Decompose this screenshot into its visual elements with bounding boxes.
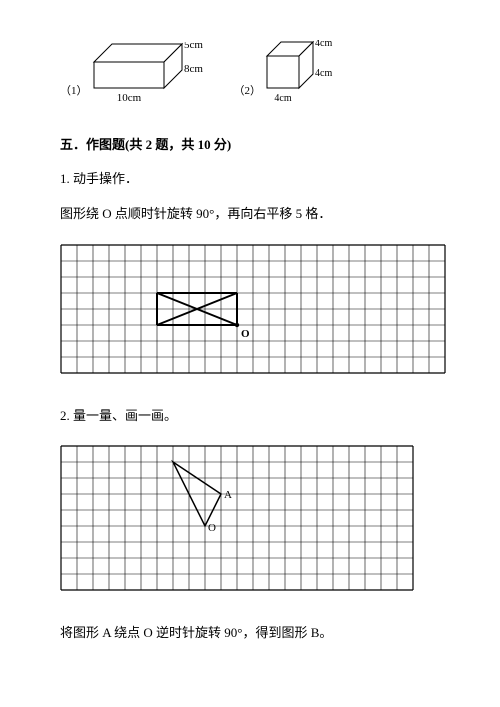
q2-grid: AO	[60, 445, 414, 591]
box-2-diagram: 4cm 4cm 4cm	[265, 40, 345, 104]
svg-text:A: A	[224, 489, 232, 501]
q2-grid-wrap: AO	[60, 445, 440, 595]
svg-text:O: O	[241, 328, 250, 340]
boxes-row: （1） 5cm 8cm 10cm （2） 4cm 4cm 4cm	[60, 40, 440, 104]
box-1-label: （1）	[60, 82, 88, 98]
q2-heading: 2. 量一量、画一画。	[60, 404, 440, 427]
section-title: 五．作图题(共 2 题，共 10 分)	[60, 134, 440, 153]
svg-text:8cm: 8cm	[184, 63, 203, 75]
q2-number: 2.	[60, 408, 70, 423]
q1-number: 1.	[60, 171, 70, 186]
svg-text:10cm: 10cm	[116, 92, 141, 104]
box-1-group: （1） 5cm 8cm 10cm	[60, 42, 214, 104]
box-2-group: （2） 4cm 4cm 4cm	[234, 40, 346, 104]
q1-title: 动手操作．	[73, 171, 138, 186]
svg-text:5cm: 5cm	[184, 42, 203, 51]
svg-text:4cm: 4cm	[315, 68, 332, 79]
q1-description: 图形绕 O 点顺时针旋转 90°，再向右平移 5 格．	[60, 202, 440, 225]
box-1-diagram: 5cm 8cm 10cm	[92, 42, 214, 104]
q1-grid-wrap: O	[60, 244, 440, 378]
q2-title: 量一量、画一画。	[73, 408, 177, 423]
q1-grid: O	[60, 244, 446, 374]
svg-text:4cm: 4cm	[315, 40, 332, 49]
box-2-label: （2）	[234, 82, 262, 98]
svg-text:O: O	[208, 522, 216, 534]
q1-heading: 1. 动手操作．	[60, 167, 440, 190]
q2-footer: 将图形 A 绕点 O 逆时针旋转 90°，得到图形 B。	[60, 621, 440, 644]
svg-text:4cm: 4cm	[274, 93, 291, 104]
